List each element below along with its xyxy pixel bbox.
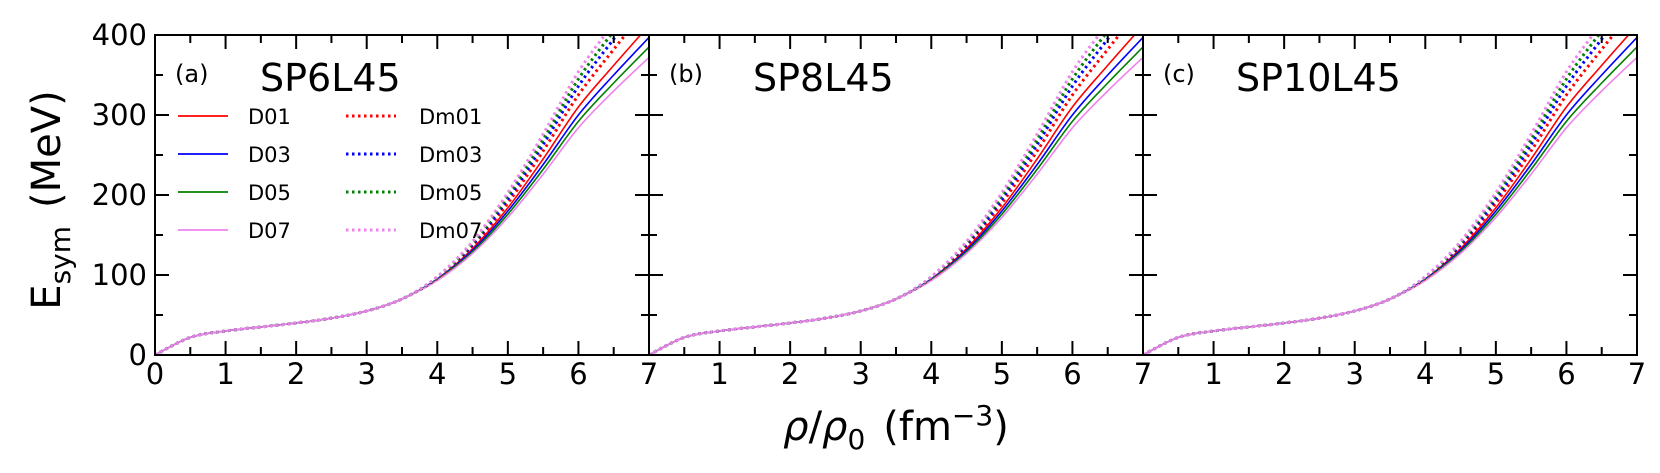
- panel-title: SP8L45: [753, 56, 894, 100]
- y-tick-label: 300: [92, 98, 147, 132]
- series-line-d07: [649, 56, 1143, 355]
- series-line-d01: [649, 35, 1136, 355]
- series-group: [1143, 35, 1637, 355]
- series-group: [155, 35, 649, 355]
- x-tick-label: 6: [1063, 357, 1081, 391]
- x-axis-label: ρ/ρ0 (fm−3): [783, 399, 1009, 456]
- series-line-dm03: [649, 35, 1113, 355]
- x-tick-label: 2: [287, 357, 305, 391]
- series-line-dm05: [155, 35, 613, 355]
- legend-label-d07: D07: [248, 219, 291, 243]
- series-line-d05: [649, 46, 1143, 355]
- series-line-d01: [155, 35, 642, 355]
- series-line-dm07: [155, 35, 607, 355]
- x-tick-label: 5: [1487, 357, 1505, 391]
- x-tick-label: 7: [640, 357, 658, 391]
- series-line-dm01: [155, 35, 628, 355]
- series-line-dm01: [649, 35, 1122, 355]
- x-tick-label: 3: [357, 357, 375, 391]
- series-line-dm07: [649, 35, 1101, 355]
- panel-title: SP6L45: [260, 56, 401, 100]
- legend: D01 D03 D05 D07 Dm01 Dm03 Dm05 Dm07: [178, 105, 482, 243]
- x-tick-label: 7: [1134, 357, 1152, 391]
- series-line-d07: [1143, 56, 1637, 355]
- x-tick-label: 7: [1628, 357, 1646, 391]
- legend-label-dm07: Dm07: [419, 219, 482, 243]
- x-tick-label: 2: [781, 357, 799, 391]
- legend-label-dm03: Dm03: [419, 143, 482, 167]
- series-line-d07: [155, 56, 649, 355]
- x-tick-label: 0: [146, 357, 164, 391]
- x-tick-label: 1: [216, 357, 234, 391]
- series-line-dm07: [1143, 35, 1595, 355]
- panel-a: 0 1 2 3 4 5 6 7 0 100 200 300 400 (a) SP6L45: [92, 18, 659, 391]
- x-tick-label: 6: [569, 357, 587, 391]
- y-tick-label: 0: [129, 338, 147, 372]
- y-tick-label: 200: [92, 178, 147, 212]
- series-line-dm01: [1143, 35, 1616, 355]
- panel-c: 1 2 3 4 5 6 7 (c) SP10L45: [1142, 34, 1646, 391]
- series-group: [649, 35, 1143, 355]
- y-axis-label: Esym(MeV): [24, 90, 77, 309]
- series-line-dm03: [1143, 35, 1607, 355]
- legend-label-d01: D01: [248, 105, 291, 129]
- x-tick-label: 3: [1345, 357, 1363, 391]
- panel-label: (b): [669, 60, 703, 88]
- series-line-d05: [155, 46, 649, 355]
- panel-title: SP10L45: [1236, 56, 1401, 100]
- panel-label: (c): [1163, 60, 1195, 88]
- x-tick-label: 5: [499, 357, 517, 391]
- series-line-dm05: [1143, 35, 1601, 355]
- legend-label-d05: D05: [248, 181, 291, 205]
- x-tick-label: 4: [1416, 357, 1434, 391]
- x-tick-label: 2: [1275, 357, 1293, 391]
- series-line-dm05: [649, 35, 1107, 355]
- panel-label: (a): [175, 60, 208, 88]
- x-tick-label: 1: [710, 357, 728, 391]
- x-tick-label: 3: [851, 357, 869, 391]
- x-tick-label: 1: [1204, 357, 1222, 391]
- y-tick-label: 100: [92, 258, 147, 292]
- x-tick-label: 6: [1557, 357, 1575, 391]
- legend-label-d03: D03: [248, 143, 291, 167]
- legend-label-dm01: Dm01: [419, 105, 482, 129]
- y-tick-label: 400: [92, 18, 147, 52]
- series-line-dm03: [155, 35, 619, 355]
- x-tick-label: 4: [922, 357, 940, 391]
- x-tick-label: 5: [993, 357, 1011, 391]
- panel-b: 1 2 3 4 5 6 7 (b) SP8L45: [648, 34, 1152, 391]
- legend-label-dm05: Dm05: [419, 181, 482, 205]
- panels: 0 1 2 3 4 5 6 7 0 100 200 300 400 (a) SP6L45 1 2 3 4 5 6 7 (b)…: [92, 18, 1647, 391]
- x-tick-label: 4: [428, 357, 446, 391]
